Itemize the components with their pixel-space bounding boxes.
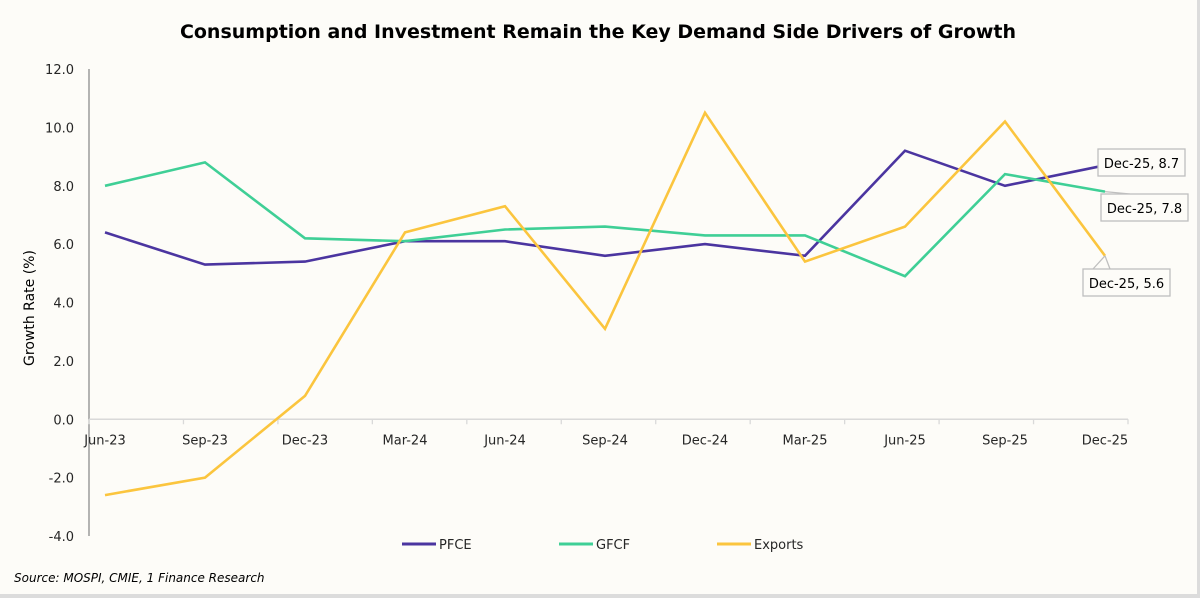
- legend-item-exports: Exports: [717, 538, 804, 553]
- x-tick-label: Dec-23: [282, 433, 328, 448]
- series-line-exports: [104, 110, 1107, 497]
- callout-box: [1100, 193, 1189, 222]
- callout-leader: [1092, 255, 1111, 270]
- y-tick-label: 10.0: [45, 121, 74, 136]
- callout-label: Dec-25, 5.6: [1089, 277, 1164, 292]
- legend-item-gfcf: GFCF: [559, 538, 630, 553]
- callout-box: [1082, 268, 1171, 297]
- source-note: Source: MOSPI, CMIE, 1 Finance Research: [14, 571, 265, 585]
- x-tick-label: Jun-25: [883, 433, 926, 448]
- y-tick-label: 6.0: [53, 238, 74, 253]
- x-tick-label: Mar-25: [783, 433, 828, 448]
- legend-item-pfce: PFCE: [402, 538, 472, 553]
- series-lines: [104, 110, 1107, 497]
- x-tick-label: Sep-25: [982, 433, 1028, 448]
- callout-exports: Dec-25, 5.6: [1082, 255, 1171, 297]
- x-axis-ticks: Jun-23 Sep-23 Dec-23 Mar-24 Jun-24 Sep-24 Dec-…: [83, 419, 1129, 448]
- y-tick-label: -4.0: [49, 530, 74, 545]
- y-tick-label: 2.0: [53, 355, 74, 370]
- legend-label: Exports: [754, 538, 804, 553]
- y-tick-label: 4.0: [53, 297, 74, 312]
- legend: PFCE GFCF Exports: [402, 538, 804, 553]
- axes: [88, 69, 1128, 536]
- x-tick-label: Mar-24: [383, 433, 428, 448]
- x-tick-label: Dec-24: [682, 433, 728, 448]
- x-tick-label: Jun-24: [483, 433, 526, 448]
- x-tick-label: Sep-23: [182, 433, 228, 448]
- y-axis-title: Growth Rate (%): [22, 250, 38, 366]
- callout-label: Dec-25, 8.7: [1104, 157, 1179, 172]
- legend-label: GFCF: [596, 538, 630, 553]
- data-callouts: Dec-25, 8.7 Dec-25, 7.8 Dec-25, 5.6: [1082, 148, 1189, 297]
- series-line-pfce: [104, 149, 1106, 266]
- legend-label: PFCE: [439, 538, 472, 553]
- callout-gfcf: Dec-25, 7.8: [1100, 190, 1189, 222]
- callout-box: [1097, 148, 1186, 177]
- series-line-gfcf: [104, 160, 1106, 278]
- x-tick-label: Jun-23: [83, 433, 126, 448]
- x-tick-label: Dec-25: [1082, 433, 1128, 448]
- callout-label: Dec-25, 7.8: [1107, 202, 1182, 217]
- callout-pfce: Dec-25, 8.7: [1097, 148, 1186, 177]
- chart-title: Consumption and Investment Remain the Ke…: [180, 21, 1016, 43]
- y-tick-label: 0.0: [53, 413, 74, 428]
- y-tick-label: 8.0: [53, 180, 74, 195]
- y-tick-label: -2.0: [49, 472, 74, 487]
- y-axis-ticks: 12.0 10.0 8.0 6.0 4.0 2.0 0.0 -2.0 -4.0: [45, 63, 74, 545]
- y-tick-label: 12.0: [45, 63, 74, 78]
- x-tick-label: Sep-24: [582, 433, 628, 448]
